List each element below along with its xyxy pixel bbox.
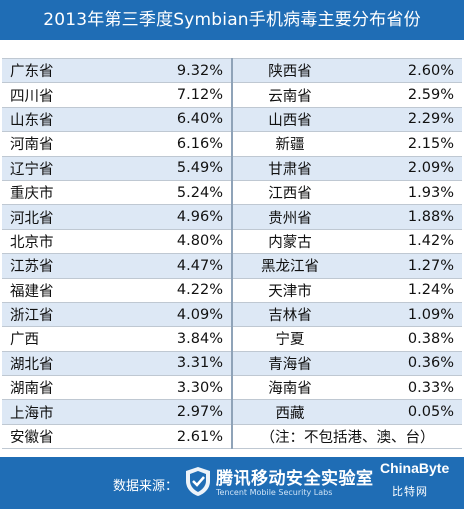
value-left: 4.80% [117,228,233,255]
province-right: 贵州省 [232,204,347,230]
table-row: 广东省 9.32% 陕西省 2.60% [2,57,462,84]
watermark-logo: ChinaByte [380,460,450,476]
value-right: 1.93% [347,179,462,206]
table-body: 广东省 9.32% 陕西省 2.60% 四川省 7.12% 云南省 2.59% 山东省 6.40%… [2,57,462,450]
table-row: 福建省 4.22% 天津市 1.24% [2,277,462,303]
value-right: 1.09% [347,301,462,328]
table-row: 山东省 6.40% 山西省 2.29% [2,106,462,133]
value-right: 2.15% [347,131,462,157]
table-row: 四川省 7.12% 云南省 2.59% [2,82,462,108]
value-left: 4.09% [117,301,233,328]
province-left: 湖北省 [2,350,117,377]
province-right: 新疆 [232,131,347,157]
value-left: 4.96% [117,204,233,230]
value-left: 2.61% [117,423,233,450]
table-row: 河南省 6.16% 新疆 2.15% [2,131,462,157]
province-left: 重庆市 [2,179,117,206]
shield-icon [186,467,210,496]
value-left: 5.24% [117,179,233,206]
lab-name: 腾讯移动安全实验室 [216,469,374,489]
province-left: 福建省 [2,277,117,303]
value-right: 0.05% [347,399,462,425]
province-table: 广东省 9.32% 陕西省 2.60% 四川省 7.12% 云南省 2.59% 山东省 6.40%… [2,57,462,450]
value-left: 2.97% [117,399,233,425]
province-right: 山西省 [232,106,347,133]
province-left: 四川省 [2,82,117,108]
province-right: 内蒙古 [232,228,347,255]
province-right: 云南省 [232,82,347,108]
province-left: 河北省 [2,204,117,230]
value-left: 4.22% [117,277,233,303]
province-left: 浙江省 [2,301,117,328]
province-right: 黑龙江省 [232,253,347,279]
value-right: 0.33% [347,375,462,401]
province-left: 河南省 [2,131,117,157]
value-right: 2.09% [347,155,462,181]
province-left: 广西 [2,326,117,352]
table-row: 河北省 4.96% 贵州省 1.88% [2,204,462,230]
value-left: 6.16% [117,131,233,157]
table-row: 浙江省 4.09% 吉林省 1.09% [2,301,462,328]
page-title: 2013年第三季度Symbian手机病毒主要分布省份 [0,0,464,40]
table-row: 北京市 4.80% 内蒙古 1.42% [2,228,462,255]
value-left: 5.49% [117,155,233,181]
province-left: 山东省 [2,106,117,133]
source-label: 数据来源： [113,479,179,494]
province-right: 甘肃省 [232,155,347,181]
watermark-subtitle: 比特网 [392,485,428,498]
table-row: 湖南省 3.30% 海南省 0.33% [2,375,462,401]
value-left: 3.31% [117,350,233,377]
value-left: 3.84% [117,326,233,352]
table-row: 上海市 2.97% 西藏 0.05% [2,399,462,425]
province-right: 吉林省 [232,301,347,328]
table-row: 湖北省 3.31% 青海省 0.36% [2,350,462,377]
value-right: 1.88% [347,204,462,230]
value-left: 3.30% [117,375,233,401]
table-row: 安徽省 2.61% （注：不包括港、澳、台） [2,423,462,450]
table-row: 江苏省 4.47% 黑龙江省 1.27% [2,253,462,279]
province-right: 宁夏 [232,326,347,352]
province-left: 上海市 [2,399,117,425]
province-right: 西藏 [232,399,347,425]
value-right: 0.38% [347,326,462,352]
table-note: （注：不包括港、澳、台） [232,423,462,450]
value-right: 1.42% [347,228,462,255]
value-right: 2.59% [347,82,462,108]
province-left: 辽宁省 [2,155,117,181]
province-right: 海南省 [232,375,347,401]
footer-bar: 数据来源： 腾讯移动安全实验室 Tencent Mobile Security … [0,457,464,509]
table-row: 辽宁省 5.49% 甘肃省 2.09% [2,155,462,181]
table-row: 重庆市 5.24% 江西省 1.93% [2,179,462,206]
value-right: 2.29% [347,106,462,133]
value-left: 4.47% [117,253,233,279]
province-left: 广东省 [2,57,117,84]
value-right: 1.27% [347,253,462,279]
province-right: 江西省 [232,179,347,206]
province-left: 北京市 [2,228,117,255]
province-left: 湖南省 [2,375,117,401]
province-left: 安徽省 [2,423,117,450]
province-right: 天津市 [232,277,347,303]
lab-subtitle: Tencent Mobile Security Labs [216,488,333,497]
value-left: 7.12% [117,82,233,108]
value-left: 6.40% [117,106,233,133]
value-left: 9.32% [117,57,233,84]
value-right: 1.24% [347,277,462,303]
value-right: 0.36% [347,350,462,377]
province-left: 江苏省 [2,253,117,279]
table-row: 广西 3.84% 宁夏 0.38% [2,326,462,352]
province-right: 陕西省 [232,57,347,84]
value-right: 2.60% [347,57,462,84]
province-right: 青海省 [232,350,347,377]
